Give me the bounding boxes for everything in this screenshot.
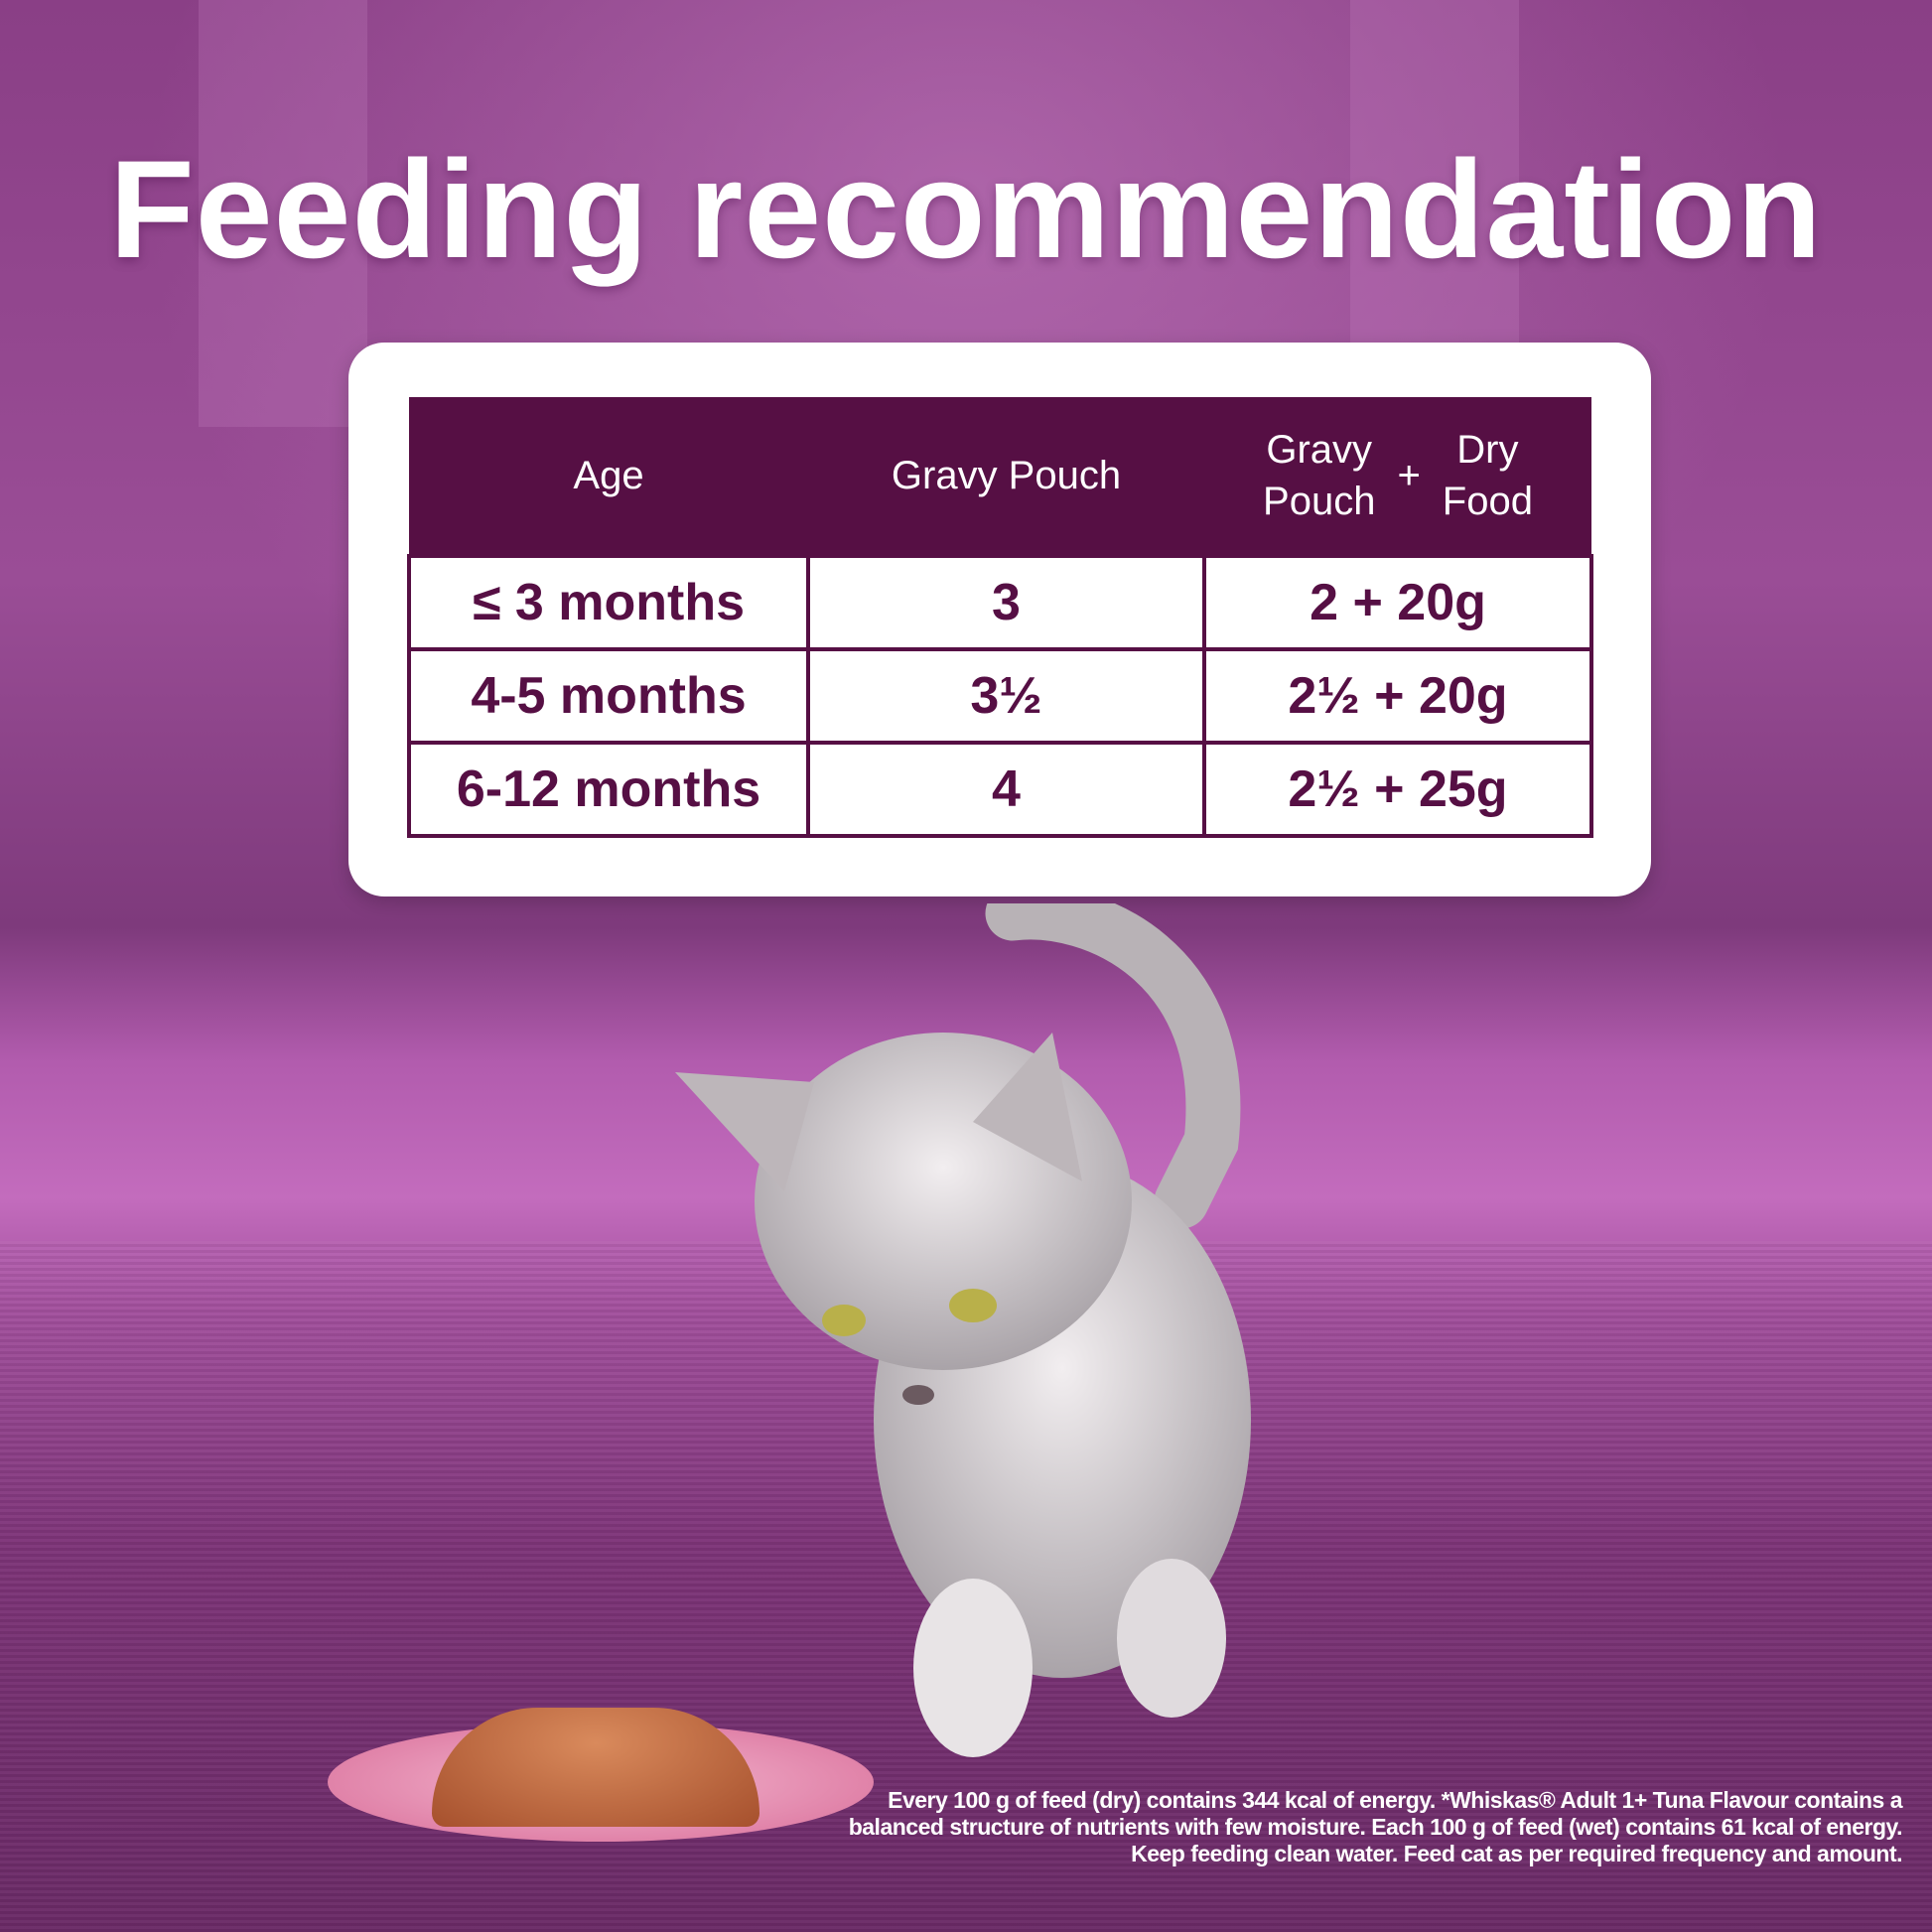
table-row: ≤ 3 months 3 2 + 20g [407, 554, 1593, 651]
header-food: Food [1442, 480, 1533, 523]
feeding-table: Age Gravy Pouch Gravy Pouch + Dry Food ≤ 3… [407, 397, 1593, 838]
cell-combo: 2½ + 20g [1202, 647, 1593, 745]
cell-gravy-pouch: 3 [806, 554, 1206, 651]
feeding-table-card: Age Gravy Pouch Gravy Pouch + Dry Food ≤ 3… [348, 343, 1651, 897]
header-age: Age [409, 397, 808, 556]
wet-food-image [432, 1708, 759, 1827]
header-plus: + [1397, 453, 1421, 497]
page-title: Feeding recommendation [109, 131, 1823, 287]
cell-combo: 2½ + 25g [1202, 741, 1593, 838]
cell-gravy-pouch: 3½ [806, 647, 1206, 745]
header-gravy: Gravy [1266, 428, 1373, 472]
table-row: 6-12 months 4 2½ + 25g [407, 741, 1593, 838]
cell-gravy-pouch: 4 [806, 741, 1206, 838]
table-row: 4-5 months 3½ 2½ + 20g [407, 647, 1593, 745]
header-pouch: Pouch [1263, 480, 1376, 523]
header-gravy-plus-dry: Gravy Pouch + Dry Food [1204, 397, 1591, 556]
table-header-row: Age Gravy Pouch Gravy Pouch + Dry Food [409, 397, 1591, 556]
header-gravy-pouch: Gravy Pouch [808, 397, 1204, 556]
background-pillar [199, 0, 367, 427]
cell-age: ≤ 3 months [407, 554, 810, 651]
kitten-image [675, 903, 1251, 1757]
cell-age: 6-12 months [407, 741, 810, 838]
cell-age: 4-5 months [407, 647, 810, 745]
footnote: Every 100 g of feed (dry) contains 344 k… [848, 1787, 1903, 1866]
header-dry: Dry [1456, 428, 1519, 472]
cell-combo: 2 + 20g [1202, 554, 1593, 651]
